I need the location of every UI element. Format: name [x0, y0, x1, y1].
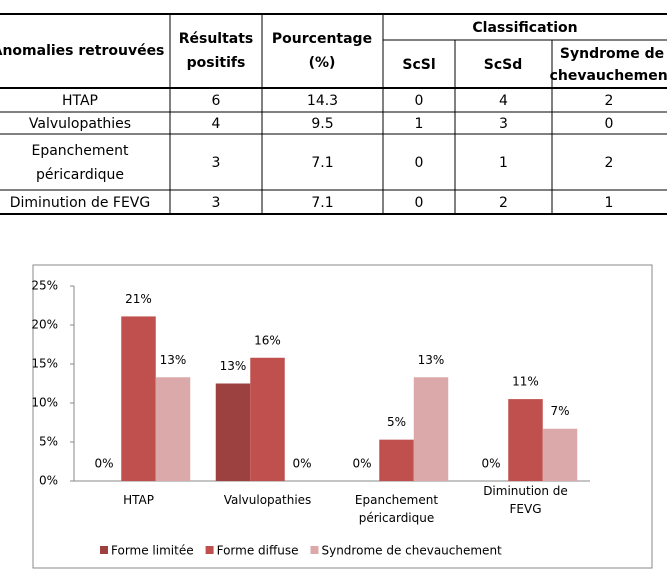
header-cell: Anomalies retrouvées [0, 43, 164, 59]
table-lines [0, 13, 667, 215]
bar [413, 377, 449, 481]
table-cell: 3 [499, 116, 508, 132]
bar [379, 439, 414, 481]
subheader-cell: Syndrome de chevauchement [550, 46, 667, 84]
legend-label: Forme limitée [111, 544, 194, 558]
table-cell: 9.5 [311, 116, 333, 132]
x-tick-label: Valvulopathies [224, 493, 312, 507]
legend-label: Forme diffuse [217, 544, 299, 558]
table-cell: 1 [605, 195, 614, 211]
table-cell: 0 [605, 116, 614, 132]
table-cell: 4 [212, 116, 221, 132]
data-label: 0% [352, 457, 371, 471]
table-cell: 1 [415, 116, 424, 132]
legend-swatch [310, 546, 319, 554]
header-cell: Pourcentage (%) [272, 31, 372, 71]
y-tick-label: 0% [39, 474, 58, 488]
table-cell: 0 [415, 195, 424, 211]
legend-label: Syndrome de chevauchement [321, 544, 502, 558]
subheader-cell: ScSl [402, 57, 435, 73]
table-cell: 7.1 [311, 195, 333, 211]
data-label: 0% [94, 457, 113, 471]
data-label: 0% [481, 457, 500, 471]
y-tick-label: 10% [31, 396, 58, 410]
data-label: 5% [387, 415, 406, 429]
bar [155, 377, 191, 481]
x-tick-label: Diminution de FEVG [483, 484, 568, 516]
table-cell: 1 [499, 155, 508, 171]
table-cell: 2 [499, 195, 508, 211]
legend-swatch [100, 546, 108, 554]
legend-swatch [205, 546, 214, 554]
data-label: 0% [292, 457, 311, 471]
table-cell: 3 [212, 195, 221, 211]
y-tick-label: 20% [31, 318, 58, 332]
header-cell: Résultats positifs [179, 31, 254, 71]
data-label: 16% [254, 333, 281, 347]
data-label: 7% [550, 404, 569, 418]
subheader-cell: ScSd [484, 57, 523, 73]
y-tick-label: 25% [31, 279, 58, 293]
y-tick-label: 15% [31, 357, 58, 371]
table-cell: 6 [212, 93, 221, 109]
y-tick-label: 5% [39, 435, 58, 449]
table-cell: Valvulopathies [29, 116, 131, 132]
bar [121, 316, 156, 481]
table-cell: 14.3 [307, 93, 338, 109]
bar [250, 357, 285, 481]
table-cell: 4 [499, 93, 508, 109]
bar [542, 428, 578, 481]
bar [215, 383, 251, 481]
x-tick-label: HTAP [123, 493, 154, 507]
table-cell: 2 [605, 93, 614, 109]
header-cell: Classification [472, 20, 577, 36]
table-cell: 2 [605, 155, 614, 171]
table-cell: 0 [415, 155, 424, 171]
table-cell: 7.1 [311, 155, 333, 171]
data-label: 13% [418, 353, 445, 367]
table-cell: Epanchement péricardique [32, 143, 129, 183]
data-label: 13% [160, 353, 187, 367]
data-label: 11% [512, 375, 539, 389]
table-cell: 3 [212, 155, 221, 171]
data-label: 13% [220, 359, 247, 373]
data-label: 21% [125, 292, 152, 306]
table-cell: HTAP [62, 93, 98, 109]
bar [508, 399, 543, 481]
chart-frame [32, 264, 653, 569]
table-cell: 0 [415, 93, 424, 109]
table-cell: Diminution de FEVG [10, 195, 151, 211]
x-tick-label: Epanchement péricardique [355, 493, 438, 525]
